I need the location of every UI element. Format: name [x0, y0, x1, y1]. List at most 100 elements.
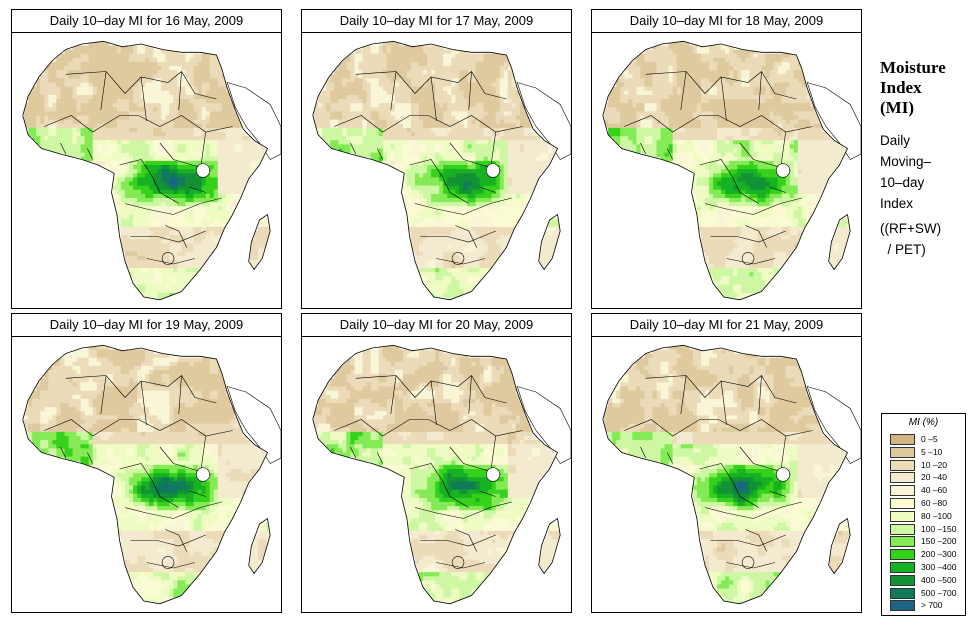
panel-title: Daily 10–day MI for 20 May, 2009	[302, 314, 571, 337]
country-border	[390, 375, 397, 415]
lake	[161, 556, 175, 569]
country-border	[178, 375, 182, 415]
country-border	[468, 71, 472, 111]
moisture-grid	[314, 345, 561, 604]
coastline	[22, 40, 269, 301]
moisture-map	[602, 344, 861, 605]
lake	[451, 252, 465, 265]
country-border	[710, 534, 786, 547]
africa-map	[592, 337, 861, 612]
africa-map	[592, 33, 861, 308]
map-panel: Daily 10–day MI for 18 May, 2009	[591, 9, 862, 309]
country-border	[640, 446, 647, 459]
lake	[451, 556, 465, 569]
panel-title: Daily 10–day MI for 19 May, 2009	[12, 314, 281, 337]
country-border	[390, 71, 397, 111]
lake	[775, 163, 791, 178]
country-border	[745, 529, 768, 552]
legend-swatch	[890, 536, 915, 548]
legend-label: 300 –400	[921, 562, 957, 572]
africa-map	[12, 337, 281, 612]
country-border	[87, 452, 93, 464]
country-border	[758, 375, 762, 415]
country-border	[479, 490, 496, 497]
country-border	[189, 490, 206, 497]
map-panel: Daily 10–day MI for 21 May, 2009	[591, 313, 862, 613]
arabia-outline	[806, 82, 861, 160]
country-border	[645, 71, 797, 100]
legend-swatch	[890, 587, 915, 599]
country-border	[124, 197, 222, 215]
lake	[195, 467, 211, 482]
coastline	[248, 213, 271, 271]
lake	[775, 467, 791, 482]
coastline	[828, 213, 851, 271]
country-border	[769, 186, 786, 193]
country-border	[667, 148, 673, 160]
country-border	[720, 380, 727, 426]
moisture-map	[312, 344, 571, 605]
legend-swatch	[890, 485, 915, 497]
lake	[741, 252, 755, 265]
moisture-grid	[24, 41, 271, 300]
country-border	[140, 76, 147, 122]
country-border	[130, 534, 206, 547]
title-line: Index	[880, 78, 922, 97]
country-border	[667, 452, 673, 464]
arabia-outline	[226, 386, 281, 464]
legend-swatch	[890, 549, 915, 561]
legend-label: 0 –5	[921, 434, 938, 444]
legend-swatch	[890, 434, 915, 445]
moisture-grid	[24, 345, 271, 604]
africa-map	[302, 337, 571, 612]
panel-title: Daily 10–day MI for 21 May, 2009	[592, 314, 861, 337]
desc-line: Index	[880, 196, 914, 211]
legend-swatch	[890, 459, 915, 471]
country-border	[334, 115, 523, 133]
arabia-outline	[516, 82, 571, 160]
country-border	[645, 375, 797, 404]
title-line: Moisture	[880, 58, 946, 77]
coastline	[312, 40, 559, 301]
map-panel: Daily 10–day MI for 20 May, 2009	[301, 313, 572, 613]
country-border	[726, 258, 775, 265]
country-border	[479, 186, 496, 193]
country-border	[350, 446, 357, 459]
lake	[485, 163, 501, 178]
legend-main-title: Moisture Index (MI)	[880, 58, 974, 118]
country-border	[65, 71, 217, 100]
country-border	[758, 71, 762, 111]
legend-label: 10 –20	[921, 459, 947, 470]
country-border	[165, 529, 188, 552]
map-panel: Daily 10–day MI for 16 May, 2009	[11, 9, 282, 309]
country-border	[130, 230, 206, 243]
country-border	[165, 225, 188, 248]
legend-title: MI (%)	[908, 417, 939, 428]
country-border	[146, 562, 195, 569]
africa-map	[12, 33, 281, 308]
country-border	[355, 375, 507, 404]
country-border	[124, 501, 222, 519]
legend-label: > 700	[921, 600, 943, 611]
legend-label: 500 –700	[921, 587, 957, 598]
legend-swatch	[890, 498, 915, 509]
country-border	[455, 529, 478, 552]
formula-line: / PET)	[880, 242, 926, 257]
country-border	[769, 490, 786, 497]
coastline	[538, 213, 561, 271]
legend-swatch	[890, 600, 915, 612]
legend-label: 60 –80	[921, 498, 947, 508]
legend-label: 5 –10	[921, 446, 943, 457]
map-panel: Daily 10–day MI for 17 May, 2009	[301, 9, 572, 309]
country-border	[409, 159, 469, 204]
country-border	[699, 463, 759, 508]
legend-label: 100 –150	[921, 523, 957, 534]
coastline	[248, 517, 271, 575]
country-border	[65, 375, 217, 404]
country-border	[409, 463, 469, 508]
country-border	[414, 197, 512, 215]
coastline	[538, 517, 561, 575]
moisture-map	[22, 40, 281, 301]
country-border	[146, 258, 195, 265]
coastline	[602, 344, 849, 605]
